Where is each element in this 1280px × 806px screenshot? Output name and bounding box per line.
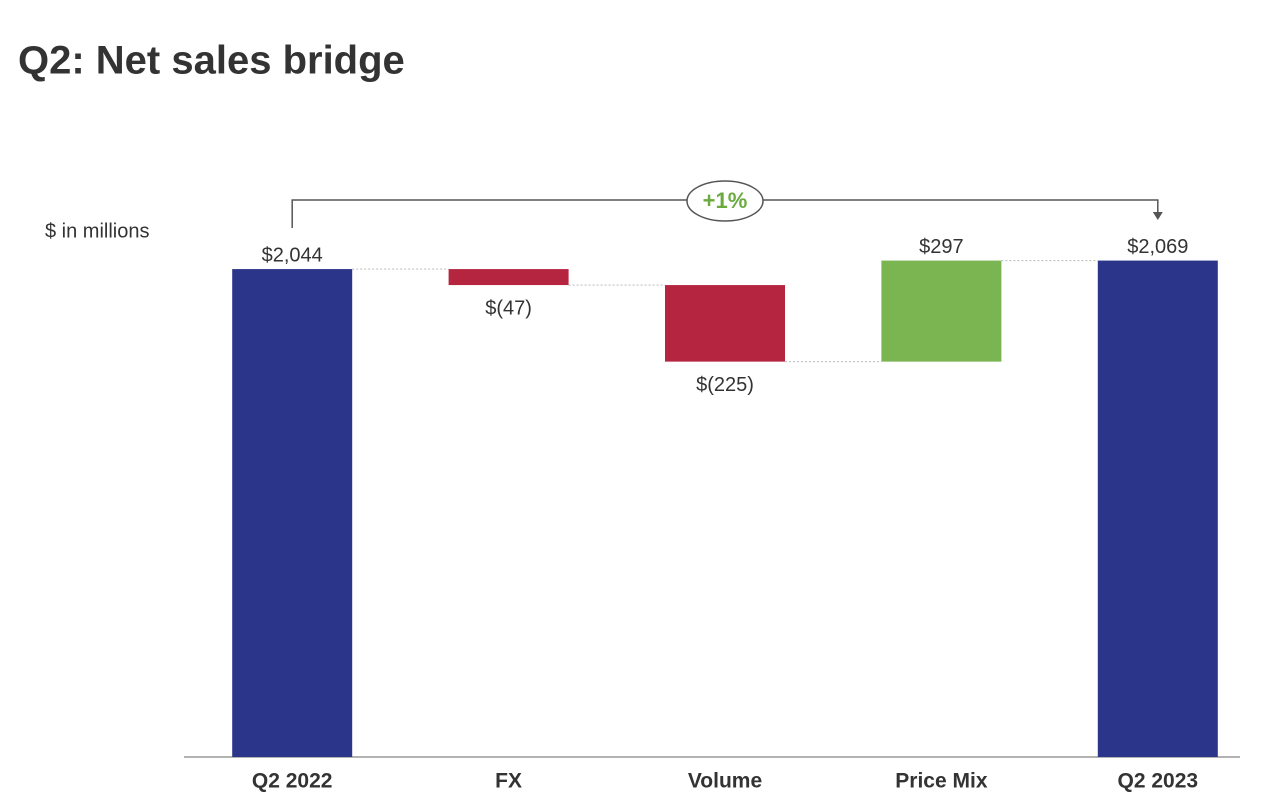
bar [1097,260,1218,757]
value-label: $(47) [485,297,532,319]
x-tick-label: Q2 2022 [252,770,333,793]
x-tick-label: Volume [688,770,762,793]
value-label: $(225) [696,374,754,396]
chart-title: Q2: Net sales bridge [18,39,405,83]
bar [881,260,1002,362]
x-tick-label: Q2 2023 [1118,770,1199,793]
bar [665,285,785,362]
x-tick-label: Price Mix [895,770,988,793]
value-label: $297 [919,236,964,258]
value-label: $2,044 [262,244,323,266]
bar [232,269,353,757]
value-label: $2,069 [1127,236,1188,258]
unit-note: $ in millions [45,220,149,242]
x-tick-label: FX [495,770,522,793]
bar [448,269,569,286]
arrow-head [1152,212,1163,220]
annotation: +1% [703,188,748,213]
annotation-oval [686,180,764,222]
